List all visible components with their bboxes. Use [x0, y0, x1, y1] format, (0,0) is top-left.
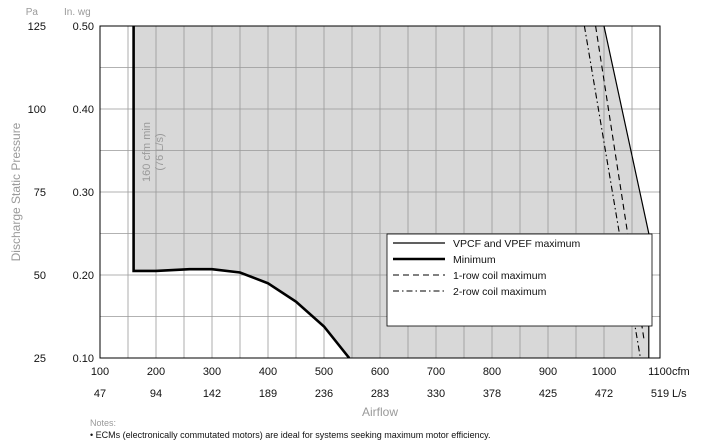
x2-tick-label: 189 [259, 388, 277, 400]
x2-tick-label: 47 [94, 388, 106, 400]
legend-box [386, 233, 653, 327]
y-tick-label: 0.50 [73, 21, 94, 33]
annotation-min-cfm: 160 cfm min [141, 122, 153, 182]
y-tick-label: 0.40 [73, 104, 94, 116]
x-tick-label: 1000 [592, 366, 616, 378]
x-tick-label: 200 [147, 366, 165, 378]
x2-tick-label: 142 [203, 388, 221, 400]
y2-tick-label: 50 [34, 270, 46, 282]
y2-tick-label: 100 [28, 104, 46, 116]
y2-tick-label: 75 [34, 187, 46, 199]
y-unit-label: In. wg [64, 7, 91, 18]
x2-tick-label: 330 [427, 388, 445, 400]
note-line: • ECMs (electronically commutated motors… [90, 430, 491, 440]
x2-tick-label: 378 [483, 388, 501, 400]
x-tick-label: 500 [315, 366, 333, 378]
y2-unit-label: Pa [26, 7, 39, 18]
legend-label-3: 1-row coil maximum [453, 270, 547, 282]
x2-tick-label: 519 [651, 388, 669, 400]
x-tick-label: 100 [91, 366, 109, 378]
x2-unit-label: L/s [672, 388, 687, 400]
x-tick-label: 900 [539, 366, 557, 378]
x2-tick-label: 236 [315, 388, 333, 400]
series-line-4 [583, 26, 641, 358]
x-unit-label: cfm [672, 366, 690, 378]
x-axis-title: Airflow [362, 405, 398, 419]
x2-tick-label: 425 [539, 388, 557, 400]
annotation-min-ls: (76 L/s) [154, 133, 166, 170]
y-tick-label: 0.30 [73, 187, 94, 199]
x2-tick-label: 94 [150, 388, 162, 400]
series-line-2 [132, 26, 351, 358]
y2-tick-label: 125 [28, 21, 46, 33]
x2-tick-label: 472 [595, 388, 613, 400]
plot-frame [99, 25, 661, 359]
legend-label-4: 2-row coil maximum [453, 286, 547, 298]
x-tick-label: 600 [371, 366, 389, 378]
x-tick-label: 1100 [648, 366, 672, 378]
y-tick-label: 0.10 [73, 353, 94, 365]
x2-tick-label: 283 [371, 388, 389, 400]
x-tick-label: 700 [427, 366, 445, 378]
notes-title: Notes: [90, 418, 117, 428]
y2-tick-label: 25 [34, 353, 46, 365]
x-tick-label: 300 [203, 366, 221, 378]
y-tick-label: 0.20 [73, 270, 94, 282]
x-tick-label: 800 [483, 366, 501, 378]
legend-label-2: Minimum [453, 254, 496, 266]
y-axis-title: Discharge Static Pressure [9, 122, 23, 261]
x-tick-label: 400 [259, 366, 277, 378]
legend-label-1: VPCF and VPEF maximum [453, 238, 580, 250]
